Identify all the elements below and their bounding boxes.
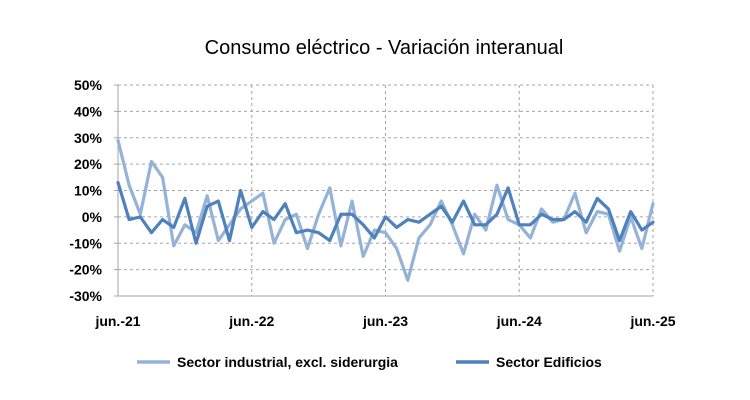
x-tick-label: jun.-24 <box>496 313 542 329</box>
x-tick-label: jun.-25 <box>629 313 675 329</box>
y-tick-label: 20% <box>74 156 103 172</box>
chart-title: Consumo eléctrico - Variación interanual <box>205 37 564 59</box>
y-tick-label: -30% <box>69 288 102 304</box>
series-layer <box>116 138 655 282</box>
x-tick-label: jun.-23 <box>362 313 408 329</box>
legend: Sector industrial, excl. siderurgia Secto… <box>137 354 602 370</box>
x-tick-label: jun.-21 <box>94 313 140 329</box>
series-line-2 <box>116 180 655 245</box>
grid-layer <box>118 84 654 296</box>
y-tick-label: -10% <box>69 235 102 251</box>
y-tick-label: 0% <box>82 209 103 225</box>
legend-label-2: Sector Edificios <box>496 354 602 370</box>
axis-layer: 50% 40% 30% 20% 10% 0% -10% -20% -30% jun.-21 jun.… <box>69 77 675 329</box>
y-tick-label: 30% <box>74 130 103 146</box>
legend-label-1: Sector industrial, excl. siderurgia <box>177 354 398 370</box>
y-tick-label: 50% <box>74 77 103 93</box>
x-tick-label: jun.-22 <box>228 313 274 329</box>
y-tick-label: 40% <box>74 103 103 119</box>
y-tick-label: 10% <box>74 183 103 199</box>
y-tick-label: -20% <box>69 262 102 278</box>
